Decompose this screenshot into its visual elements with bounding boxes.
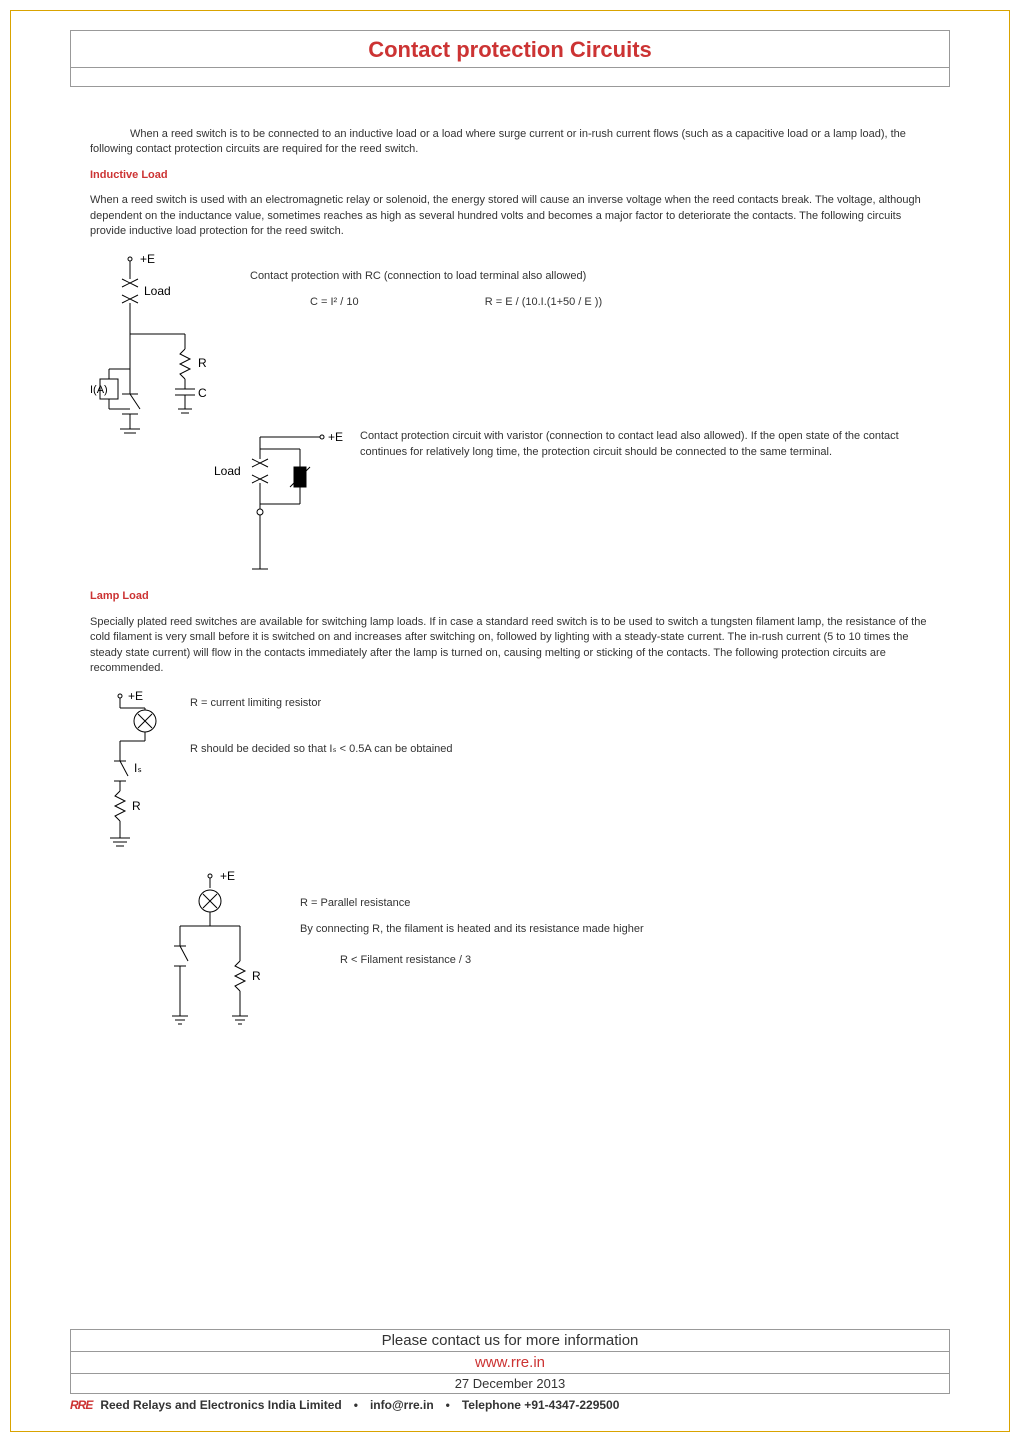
r-condition: R should be decided so that Iₛ < 0.5A ca… bbox=[190, 742, 930, 757]
label-plusE3: +E bbox=[128, 689, 143, 703]
lamp-body: Specially plated reed switches are avail… bbox=[90, 615, 930, 677]
page-title: Contact protection Circuits bbox=[71, 31, 949, 68]
footer-date: 27 December 2013 bbox=[71, 1374, 950, 1394]
footer-phone: Telephone +91-4347-229500 bbox=[462, 1398, 620, 1412]
footer-table: Please contact us for more information w… bbox=[70, 1329, 950, 1394]
label-R3: R bbox=[252, 969, 261, 983]
label-R: R bbox=[198, 356, 207, 370]
varistor-text: Contact protection circuit with varistor… bbox=[350, 429, 930, 470]
rc-text: Contact protection with RC (connection t… bbox=[240, 249, 930, 320]
series-r-diagram: +E Iₛ R bbox=[90, 686, 180, 856]
varistor-caption: Contact protection circuit with varistor… bbox=[360, 429, 930, 460]
bullet-icon: • bbox=[354, 1398, 358, 1412]
inductive-heading: Inductive Load bbox=[90, 168, 930, 183]
bullet-icon: • bbox=[446, 1398, 450, 1412]
intro-paragraph: When a reed switch is to be connected to… bbox=[90, 127, 930, 158]
varistor-diagram: +E Load bbox=[210, 429, 350, 579]
rc-diagram: +E Load R C I(A) bbox=[90, 249, 240, 439]
rc-formula-c: C = I² / 10 bbox=[310, 296, 359, 308]
r-caption: R = current limiting resistor bbox=[190, 696, 930, 711]
label-load2: Load bbox=[214, 464, 241, 478]
parallel-r-text: R = Parallel resistance By connecting R,… bbox=[290, 866, 930, 978]
series-r-row: +E Iₛ R R = current limiting resistor R … bbox=[90, 686, 930, 856]
label-R2: R bbox=[132, 799, 141, 813]
label-C: C bbox=[198, 386, 207, 400]
rc-formula-r: R = E / (10.I.(1+50 / E )) bbox=[485, 296, 602, 308]
label-plusE: +E bbox=[140, 252, 155, 266]
footer-company: Reed Relays and Electronics India Limite… bbox=[100, 1398, 341, 1412]
footer-contact: Please contact us for more information bbox=[71, 1330, 950, 1352]
rc-caption: Contact protection with RC (connection t… bbox=[250, 269, 930, 284]
footer-email: info@rre.in bbox=[370, 1398, 434, 1412]
parallel-desc: By connecting R, the filament is heated … bbox=[300, 922, 930, 937]
lamp-heading: Lamp Load bbox=[90, 589, 930, 604]
footer-link[interactable]: www.rre.in bbox=[475, 1354, 545, 1371]
label-IA: I(A) bbox=[90, 384, 108, 396]
parallel-caption: R = Parallel resistance bbox=[300, 896, 930, 911]
label-plusE2: +E bbox=[328, 430, 343, 444]
label-load: Load bbox=[144, 284, 171, 298]
series-r-text: R = current limiting resistor R should b… bbox=[180, 686, 930, 767]
footer-block: Please contact us for more information w… bbox=[70, 1329, 950, 1412]
parallel-formula: R < Filament resistance / 3 bbox=[340, 953, 930, 968]
footer-bar: RRE Reed Relays and Electronics India Li… bbox=[70, 1398, 950, 1412]
parallel-r-row: +E R R = Parallel resistance By connecti… bbox=[90, 866, 930, 1036]
parallel-r-diagram: +E R bbox=[150, 866, 290, 1036]
rc-row: +E Load R C I(A) Contact protection with… bbox=[90, 249, 930, 439]
label-Is: Iₛ bbox=[134, 761, 142, 775]
varistor-row: +E Load Contact protection circuit with … bbox=[90, 429, 930, 579]
footer-logo: RRE bbox=[70, 1398, 92, 1412]
content-area: When a reed switch is to be connected to… bbox=[90, 127, 930, 1036]
title-box: Contact protection Circuits bbox=[70, 30, 950, 87]
label-plusE4: +E bbox=[220, 869, 235, 883]
rc-formula: C = I² / 10 R = E / (10.I.(1+50 / E )) bbox=[310, 295, 930, 310]
inductive-body: When a reed switch is used with an elect… bbox=[90, 193, 930, 239]
title-subbar bbox=[71, 68, 949, 86]
